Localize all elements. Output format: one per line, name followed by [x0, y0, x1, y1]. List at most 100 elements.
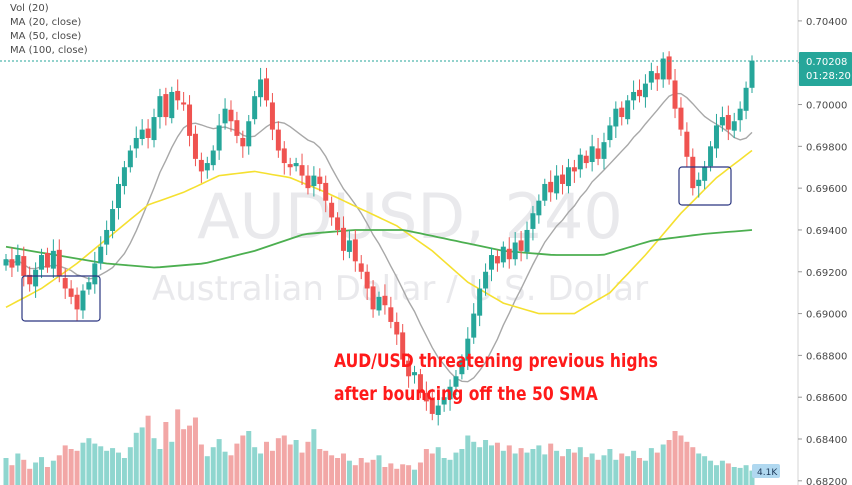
- candle-body: [477, 288, 483, 316]
- volume-bar: [548, 443, 554, 485]
- candle-body: [157, 96, 163, 118]
- volume-bar: [743, 465, 749, 485]
- candle-body: [749, 60, 755, 88]
- candle-body: [364, 271, 370, 289]
- volume-bar: [412, 469, 418, 485]
- volume-bar: [394, 468, 400, 485]
- volume-bar: [494, 442, 500, 485]
- volume-bar: [98, 446, 104, 485]
- volume-bar: [311, 429, 317, 485]
- price-axis-label: 0.69000: [806, 310, 847, 321]
- price-axis-label: 0.68600: [806, 393, 847, 404]
- price-axis-label: 0.68800: [806, 351, 847, 362]
- volume-bar: [447, 459, 453, 485]
- volume-bar: [577, 447, 583, 485]
- candle-body: [382, 295, 388, 306]
- volume-bar: [589, 453, 595, 485]
- candle-body: [228, 109, 234, 122]
- candle-body: [352, 239, 358, 262]
- candle-body: [423, 393, 429, 402]
- candle-body: [400, 332, 406, 360]
- volume-bar: [642, 460, 648, 485]
- candle-body: [27, 274, 33, 285]
- candle-body: [565, 167, 571, 187]
- volume-bar: [317, 449, 323, 485]
- price-tag-value: 0.70208: [806, 57, 847, 68]
- legend-ma50[interactable]: MA (50, close): [10, 31, 82, 42]
- candle-body: [86, 282, 92, 290]
- volume-bar: [163, 422, 169, 485]
- volume-bar: [648, 448, 654, 485]
- volume-bar: [133, 432, 139, 485]
- candle-body: [625, 100, 631, 120]
- candle-body: [305, 175, 311, 189]
- volume-bar: [749, 470, 755, 485]
- volume-bar: [708, 460, 714, 485]
- candle-body: [494, 256, 500, 264]
- volume-bar: [293, 440, 299, 485]
- candle-body: [719, 117, 725, 126]
- candle-body: [471, 313, 477, 338]
- volume-bar: [187, 425, 193, 485]
- legend-ma20[interactable]: MA (20, close): [10, 17, 82, 28]
- volume-bar: [512, 453, 518, 485]
- candle-body: [181, 102, 187, 105]
- candle-body: [743, 87, 749, 111]
- volume-bar: [210, 447, 216, 485]
- volume-bar: [15, 453, 21, 485]
- candle-body: [145, 128, 151, 138]
- candle-body: [518, 240, 524, 251]
- volume-bar: [74, 450, 80, 485]
- volume-bar: [725, 463, 731, 485]
- candle-body: [684, 131, 690, 157]
- volume-bar: [44, 467, 50, 485]
- candle-body: [613, 108, 619, 127]
- ma100-line: [5, 229, 753, 269]
- volume-bar: [488, 445, 494, 485]
- candle-body: [554, 175, 560, 194]
- candle-body: [506, 248, 512, 260]
- candle-body: [335, 217, 341, 230]
- price-axis-label: 0.68200: [806, 477, 847, 485]
- volume-bar: [388, 463, 394, 485]
- candle-body: [725, 114, 731, 130]
- candle-body: [246, 121, 252, 147]
- candle-body: [376, 296, 382, 311]
- price-axis-label: 0.69400: [806, 226, 847, 237]
- price-axis-label: 0.69600: [806, 184, 847, 195]
- volume-bar: [352, 465, 358, 485]
- candle-body: [637, 89, 643, 97]
- legend-vol[interactable]: Vol (20): [10, 3, 49, 14]
- volume-bar: [204, 456, 210, 485]
- volume-bar: [678, 435, 684, 485]
- highlight-box-right: [678, 166, 732, 206]
- volume-bar: [530, 449, 536, 485]
- legend-ma100[interactable]: MA (100, close): [10, 45, 88, 56]
- volume-bar: [157, 449, 163, 485]
- volume-bar: [500, 450, 506, 485]
- candle-body: [346, 240, 352, 252]
- volume-bar: [684, 441, 690, 485]
- volume-bar: [583, 457, 589, 485]
- candle-body: [323, 182, 329, 201]
- candle-body: [15, 255, 21, 266]
- volume-bar: [127, 447, 133, 485]
- volume-bar: [696, 453, 702, 485]
- candle-body: [577, 154, 583, 170]
- candle-body: [175, 90, 181, 101]
- candle-body: [690, 156, 696, 189]
- volume-bar: [453, 452, 459, 485]
- volume-bar: [713, 465, 719, 485]
- candle-body: [601, 142, 607, 159]
- candle-body: [56, 249, 62, 276]
- candle-body: [139, 129, 145, 140]
- candle-body: [80, 290, 86, 311]
- volume-bar: [246, 431, 252, 485]
- candle-body: [258, 79, 264, 98]
- volume-bar: [169, 441, 175, 485]
- volume-bar: [62, 445, 68, 485]
- candle-body: [417, 374, 423, 394]
- candle-body: [536, 200, 542, 216]
- volume-bar: [719, 460, 725, 485]
